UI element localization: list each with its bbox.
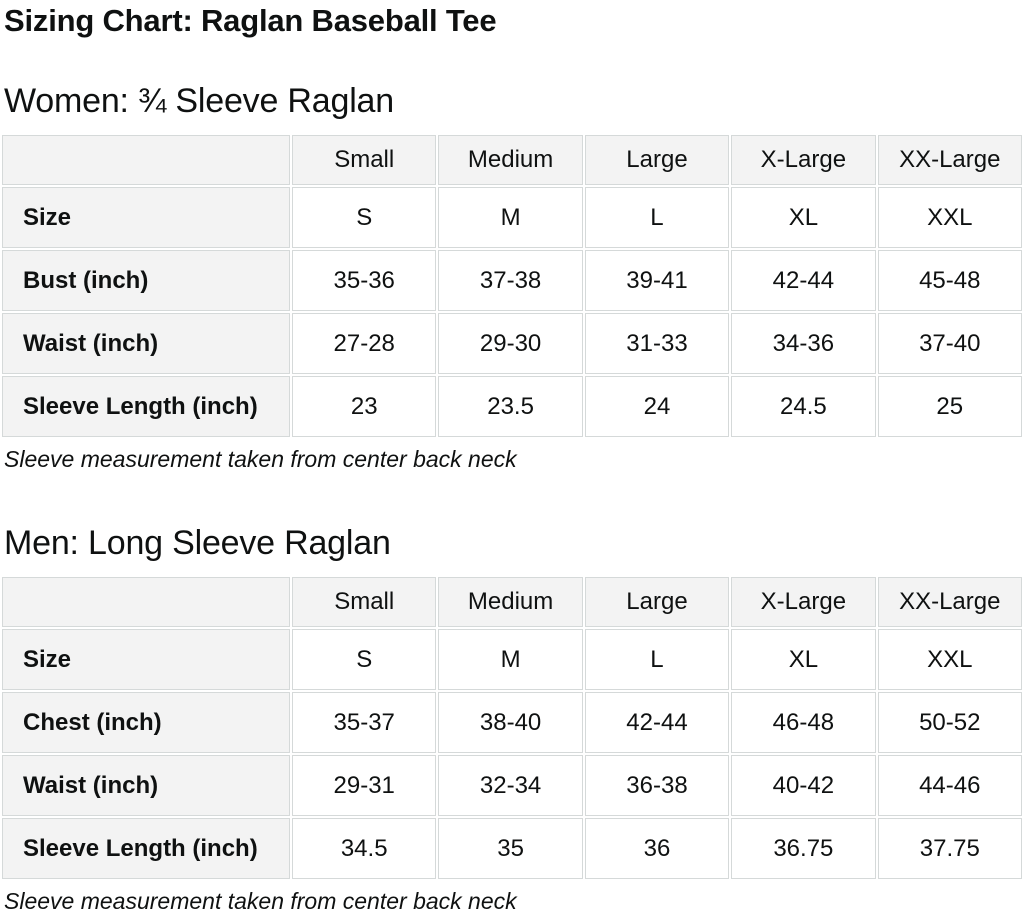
table-cell: 44-46 (877, 755, 1022, 816)
table-cell: 23.5 (438, 376, 583, 437)
table-header-row: Small Medium Large X-Large XX-Large (2, 577, 1022, 627)
men-sizing-section: Men: Long Sleeve Raglan Small Medium Lar… (0, 523, 1024, 915)
sleeve-measurement-note: Sleeve measurement taken from center bac… (4, 888, 517, 914)
table-cell: XXL (877, 187, 1022, 248)
women-sizing-table: Small Medium Large X-Large XX-Large Size… (0, 133, 1024, 439)
row-label: Waist (inch) (2, 755, 290, 816)
table-cell: 29-31 (292, 755, 437, 816)
table-cell: 42-44 (584, 692, 730, 753)
table-cell: 37.75 (877, 818, 1022, 879)
table-cell: 37-40 (877, 313, 1022, 374)
row-label: Chest (inch) (2, 692, 290, 753)
women-sizing-section: Women: ¾ Sleeve Raglan Small Medium Larg… (0, 81, 1024, 473)
table-cell: S (292, 629, 437, 690)
column-header-small: Small (292, 577, 437, 627)
table-cell: L (584, 629, 730, 690)
row-sleeve-length: Sleeve Length (inch) 23 23.5 24 24.5 25 (2, 376, 1022, 437)
table-cell: 40-42 (731, 755, 876, 816)
table-cell: M (438, 629, 583, 690)
corner-header-cell (2, 577, 290, 627)
row-label: Sleeve Length (inch) (2, 818, 290, 879)
column-header-medium: Medium (438, 577, 583, 627)
table-cell: S (292, 187, 437, 248)
row-bust: Bust (inch) 35-36 37-38 39-41 42-44 45-4… (2, 250, 1022, 311)
table-cell: 24.5 (731, 376, 876, 437)
row-label: Size (2, 187, 290, 248)
table-cell: L (584, 187, 730, 248)
table-cell: 39-41 (584, 250, 730, 311)
table-cell: 37-38 (438, 250, 583, 311)
row-label: Size (2, 629, 290, 690)
table-cell: XL (731, 629, 876, 690)
row-label: Sleeve Length (inch) (2, 376, 290, 437)
table-cell: 29-30 (438, 313, 583, 374)
column-header-x-large: X-Large (731, 577, 876, 627)
table-cell: 25 (877, 376, 1022, 437)
row-waist: Waist (inch) 29-31 32-34 36-38 40-42 44-… (2, 755, 1022, 816)
table-header-row: Small Medium Large X-Large XX-Large (2, 135, 1022, 185)
column-header-small: Small (292, 135, 437, 185)
column-header-xx-large: XX-Large (877, 577, 1022, 627)
row-label: Bust (inch) (2, 250, 290, 311)
table-cell: XL (731, 187, 876, 248)
table-cell: 36 (584, 818, 730, 879)
table-cell: XXL (877, 629, 1022, 690)
table-cell: 24 (584, 376, 730, 437)
table-cell: 42-44 (731, 250, 876, 311)
sleeve-measurement-note: Sleeve measurement taken from center bac… (4, 446, 517, 472)
table-cell: M (438, 187, 583, 248)
table-cell: 32-34 (438, 755, 583, 816)
row-sleeve-length: Sleeve Length (inch) 34.5 35 36 36.75 37… (2, 818, 1022, 879)
table-cell: 50-52 (877, 692, 1022, 753)
men-sizing-table: Small Medium Large X-Large XX-Large Size… (0, 575, 1024, 881)
table-cell: 23 (292, 376, 437, 437)
row-size: Size S M L XL XXL (2, 629, 1022, 690)
column-header-xx-large: XX-Large (877, 135, 1022, 185)
table-cell: 46-48 (731, 692, 876, 753)
column-header-large: Large (584, 135, 730, 185)
women-section-heading: Women: ¾ Sleeve Raglan (4, 82, 394, 120)
table-cell: 35-37 (292, 692, 437, 753)
column-header-medium: Medium (438, 135, 583, 185)
table-cell: 31-33 (584, 313, 730, 374)
page-title: Sizing Chart: Raglan Baseball Tee (4, 3, 497, 38)
table-cell: 35 (438, 818, 583, 879)
table-cell: 27-28 (292, 313, 437, 374)
table-cell: 45-48 (877, 250, 1022, 311)
column-header-x-large: X-Large (731, 135, 876, 185)
men-section-heading: Men: Long Sleeve Raglan (4, 524, 391, 562)
row-waist: Waist (inch) 27-28 29-30 31-33 34-36 37-… (2, 313, 1022, 374)
table-cell: 35-36 (292, 250, 437, 311)
column-header-large: Large (584, 577, 730, 627)
table-cell: 36.75 (731, 818, 876, 879)
row-label: Waist (inch) (2, 313, 290, 374)
row-size: Size S M L XL XXL (2, 187, 1022, 248)
table-cell: 34-36 (731, 313, 876, 374)
table-cell: 36-38 (584, 755, 730, 816)
corner-header-cell (2, 135, 290, 185)
table-cell: 38-40 (438, 692, 583, 753)
row-chest: Chest (inch) 35-37 38-40 42-44 46-48 50-… (2, 692, 1022, 753)
table-cell: 34.5 (292, 818, 437, 879)
